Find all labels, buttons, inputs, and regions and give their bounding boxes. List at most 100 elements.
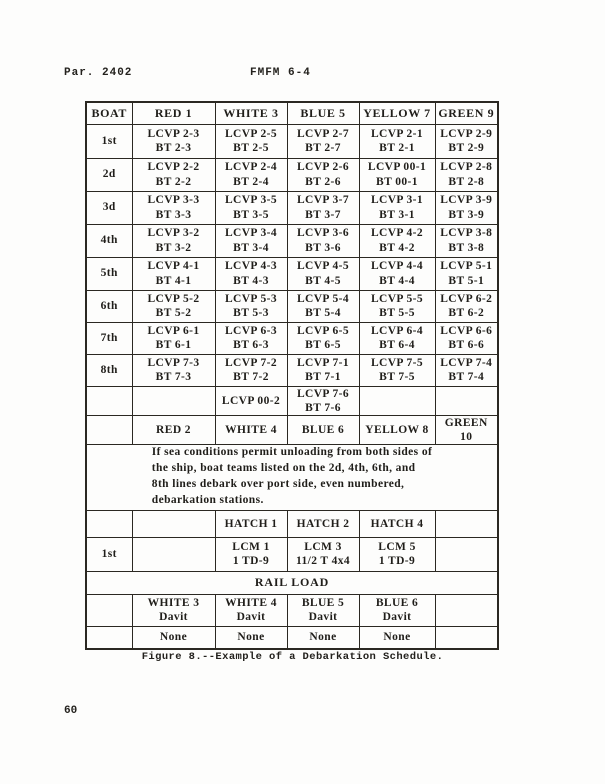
column-header: GREEN 9: [434, 101, 499, 125]
row-label-cell: 4th: [85, 223, 133, 258]
table-row: HATCH 1 HATCH 2 HATCH 4: [85, 509, 499, 538]
table-row: 1st LCVP 2-3 BT 2-3 LCVP 2-5 BT 2-5 LCVP 2-…: [85, 123, 499, 159]
page-number: 60: [64, 705, 78, 717]
note-cell: If sea conditions permit unloading from …: [85, 443, 499, 511]
column-header: RED 1: [131, 101, 216, 125]
boat-assignment-cell: WHITE 4 Davit: [214, 593, 288, 627]
column-header: BOAT: [85, 101, 133, 125]
boat-assignment-cell: LCVP 00-1 BT 00-1: [358, 157, 436, 192]
paragraph-reference: Par. 2402: [64, 67, 133, 79]
boat-assignment-cell: LCM 3 11/2 T 4x4: [286, 536, 360, 572]
boat-assignment-cell: LCVP 6-4 BT 6-4: [358, 321, 436, 355]
boat-assignment-cell: LCVP 7-5 BT 7-5: [358, 353, 436, 387]
table-row: RED 2 WHITE 4 BLUE 6 YELLOW 8 GREEN 10: [85, 414, 499, 445]
table-row: WHITE 3 Davit WHITE 4 Davit BLUE 5 Davit BL…: [85, 593, 499, 627]
boat-assignment-cell: LCVP 2-3 BT 2-3: [131, 123, 216, 159]
boat-assignment-cell: LCVP 4-3 BT 4-3: [214, 256, 288, 291]
boat-assignment-cell: LCVP 2-8 BT 2-8: [434, 157, 499, 192]
boat-assignment-cell: LCVP 6-6 BT 6-6: [434, 321, 499, 355]
boat-assignment-cell: LCVP 3-2 BT 3-2: [131, 223, 216, 258]
boat-assignment-cell: LCVP 4-4 BT 4-4: [358, 256, 436, 291]
row-label-cell: 1st: [85, 123, 133, 159]
boat-assignment-cell: LCVP 4-1 BT 4-1: [131, 256, 216, 291]
row-label-cell: 8th: [85, 353, 133, 387]
column-header: WHITE 3: [214, 101, 288, 125]
boat-assignment-cell: LCVP 3-3 BT 3-3: [131, 190, 216, 225]
row-label-cell: 5th: [85, 256, 133, 291]
boat-assignment-cell: WHITE 4: [214, 414, 288, 445]
boat-assignment-cell: LCVP 3-6 BT 3-6: [286, 223, 360, 258]
note-row: If sea conditions permit unloading from …: [85, 443, 499, 511]
boat-assignment-cell: LCM 1 1 TD-9: [214, 536, 288, 572]
row-label-cell: 6th: [85, 289, 133, 323]
boat-assignment-cell: LCVP 3-1 BT 3-1: [358, 190, 436, 225]
boat-assignment-cell: LCVP 5-3 BT 5-3: [214, 289, 288, 323]
row-label-cell: 2d: [85, 157, 133, 192]
table-row: 5th LCVP 4-1 BT 4-1 LCVP 4-3 BT 4-3 LCVP 4-…: [85, 256, 499, 291]
boat-assignment-cell: [358, 385, 436, 416]
row-label-cell: [85, 509, 133, 538]
boat-assignment-cell: None: [214, 625, 288, 650]
boat-assignment-cell: [434, 593, 499, 627]
row-label-cell: [85, 385, 133, 416]
table-row: 3d LCVP 3-3 BT 3-3 LCVP 3-5 BT 3-5 LCVP 3-7…: [85, 190, 499, 225]
table-row: LCVP 00-2 LCVP 7-6 BT 7-6: [85, 385, 499, 416]
row-label-cell: 3d: [85, 190, 133, 225]
boat-assignment-cell: None: [286, 625, 360, 650]
boat-assignment-cell: HATCH 4: [358, 509, 436, 538]
boat-assignment-cell: HATCH 1: [214, 509, 288, 538]
header-row: BOAT RED 1 WHITE 3 BLUE 5 YELLOW 7 GREEN 9: [85, 101, 499, 125]
rail-load-row: RAIL LOAD: [85, 570, 499, 595]
boat-assignment-cell: LCVP 3-8 BT 3-8: [434, 223, 499, 258]
boat-assignment-cell: [131, 385, 216, 416]
boat-assignment-cell: BLUE 6 Davit: [358, 593, 436, 627]
boat-assignment-cell: WHITE 3 Davit: [131, 593, 216, 627]
boat-assignment-cell: LCVP 6-5 BT 6-5: [286, 321, 360, 355]
boat-assignment-cell: LCVP 7-6 BT 7-6: [286, 385, 360, 416]
boat-assignment-cell: LCVP 3-4 BT 3-4: [214, 223, 288, 258]
boat-assignment-cell: LCVP 6-2 BT 6-2: [434, 289, 499, 323]
boat-assignment-cell: [434, 509, 499, 538]
table-row: 6th LCVP 5-2 BT 5-2 LCVP 5-3 BT 5-3 LCVP 5-…: [85, 289, 499, 323]
boat-assignment-cell: LCVP 2-9 BT 2-9: [434, 123, 499, 159]
column-header: YELLOW 7: [358, 101, 436, 125]
boat-assignment-cell: LCVP 2-6 BT 2-6: [286, 157, 360, 192]
boat-assignment-cell: LCVP 4-5 BT 4-5: [286, 256, 360, 291]
row-label-cell: 7th: [85, 321, 133, 355]
row-label-cell: [85, 593, 133, 627]
note-text: If sea conditions permit unloading from …: [151, 446, 433, 506]
manual-reference: FMFM 6-4: [250, 67, 311, 79]
boat-assignment-cell: BLUE 5 Davit: [286, 593, 360, 627]
table-row: None None None None: [85, 625, 499, 650]
boat-assignment-cell: None: [358, 625, 436, 650]
boat-assignment-cell: LCVP 7-4 BT 7-4: [434, 353, 499, 387]
boat-assignment-cell: LCVP 5-5 BT 5-5: [358, 289, 436, 323]
boat-assignment-cell: YELLOW 8: [358, 414, 436, 445]
boat-assignment-cell: [434, 536, 499, 572]
figure-caption: Figure 8.--Example of a Debarkation Sche…: [141, 651, 444, 663]
boat-assignment-cell: LCVP 7-2 BT 7-2: [214, 353, 288, 387]
boat-assignment-cell: BLUE 6: [286, 414, 360, 445]
boat-assignment-cell: HATCH 2: [286, 509, 360, 538]
debarkation-table: BOAT RED 1 WHITE 3 BLUE 5 YELLOW 7 GREEN 9 1st…: [85, 101, 499, 651]
boat-assignment-cell: LCVP 2-5 BT 2-5: [214, 123, 288, 159]
row-label-cell: 1st: [85, 536, 133, 572]
boat-assignment-cell: GREEN 10: [434, 414, 499, 445]
boat-assignment-cell: [131, 536, 216, 572]
boat-assignment-cell: None: [131, 625, 216, 650]
boat-assignment-cell: LCVP 7-3 BT 7-3: [131, 353, 216, 387]
table-row: 7th LCVP 6-1 BT 6-1 LCVP 6-3 BT 6-3 LCVP 6-…: [85, 321, 499, 355]
boat-assignment-cell: LCVP 7-1 BT 7-1: [286, 353, 360, 387]
rail-load-text: RAIL LOAD: [254, 575, 330, 590]
boat-assignment-cell: LCVP 2-1 BT 2-1: [358, 123, 436, 159]
boat-assignment-cell: LCM 5 1 TD-9: [358, 536, 436, 572]
row-label-cell: [85, 625, 133, 650]
boat-assignment-cell: RED 2: [131, 414, 216, 445]
table-row: 8th LCVP 7-3 BT 7-3 LCVP 7-2 BT 7-2 LCVP 7-…: [85, 353, 499, 387]
rail-load-cell: RAIL LOAD: [85, 570, 499, 595]
boat-assignment-cell: LCVP 2-7 BT 2-7: [286, 123, 360, 159]
boat-assignment-cell: LCVP 6-1 BT 6-1: [131, 321, 216, 355]
boat-assignment-cell: LCVP 2-2 BT 2-2: [131, 157, 216, 192]
boat-assignment-cell: [131, 509, 216, 538]
